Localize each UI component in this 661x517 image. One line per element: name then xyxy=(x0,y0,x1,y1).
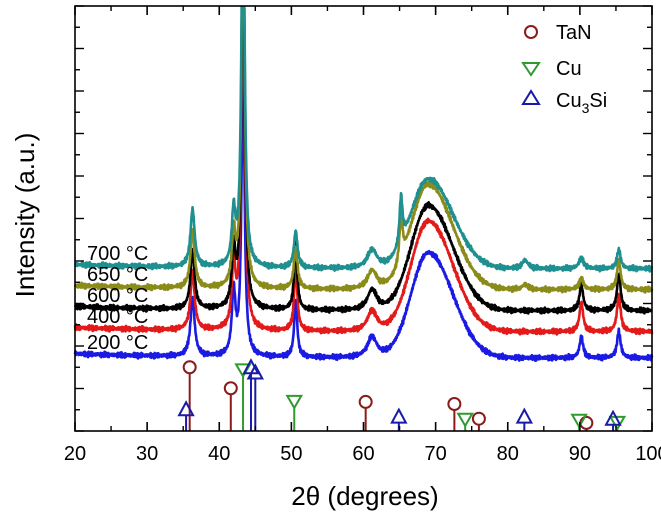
ref-marker-cu3si xyxy=(604,409,622,426)
series-label-200C: 200 °C xyxy=(87,332,148,354)
x-tick-label: 30 xyxy=(136,443,158,465)
legend-cu-marker xyxy=(521,62,541,77)
legend-cu3si-marker xyxy=(521,89,541,105)
ref-marker-cu xyxy=(570,413,588,429)
y-axis-ticks xyxy=(75,5,652,432)
series-line-650C xyxy=(73,5,654,294)
x-axis-title: 2θ (degrees) xyxy=(291,481,438,511)
series-label-400C: 400 °C xyxy=(87,306,148,328)
x-tick-label: 60 xyxy=(352,443,374,465)
y-axis-title: Intensity (a.u.) xyxy=(10,133,40,298)
ref-marker-tan xyxy=(182,360,197,375)
ref-marker-cu xyxy=(285,394,304,410)
legend: TaN Cu Cu3Si xyxy=(521,22,607,116)
ref-marker-cu3si xyxy=(177,400,195,417)
x-tick-label: 80 xyxy=(497,443,519,465)
ref-marker-tan xyxy=(223,381,238,396)
series-label-700C: 700 °C xyxy=(87,243,148,265)
ref-marker-cu xyxy=(608,415,627,431)
reference-markers xyxy=(177,358,627,431)
ref-marker-tan xyxy=(471,411,486,426)
x-tick-label: 40 xyxy=(208,443,230,465)
series-line-400C xyxy=(73,5,654,336)
series-line-200C xyxy=(73,58,654,362)
x-tick-label: 50 xyxy=(280,443,302,465)
legend-tan-marker xyxy=(524,25,538,39)
legend-tan-label: TaN xyxy=(556,22,592,44)
ref-marker-cu3si xyxy=(390,407,408,424)
series-label-650C: 650 °C xyxy=(87,264,148,286)
ref-marker-tan xyxy=(358,394,373,409)
series-line-700C xyxy=(73,5,654,273)
ref-marker-cu xyxy=(456,412,474,428)
series-label-600C: 600 °C xyxy=(87,285,148,307)
legend-cu-label: Cu xyxy=(556,58,582,80)
x-tick-label: 100 xyxy=(635,443,661,465)
legend-cu3si-label: Cu3Si xyxy=(556,90,607,116)
x-axis-ticks: 20 30 40 50 60 70 80 90 100 xyxy=(64,6,661,465)
series-traces xyxy=(73,5,654,362)
x-tick-label: 70 xyxy=(425,443,447,465)
x-tick-label: 20 xyxy=(64,443,86,465)
series-line-600C xyxy=(73,5,653,315)
ref-marker-tan xyxy=(447,397,462,411)
ref-marker-cu3si xyxy=(515,407,534,424)
x-tick-label: 90 xyxy=(569,443,591,465)
ref-marker-cu3si xyxy=(246,363,264,380)
